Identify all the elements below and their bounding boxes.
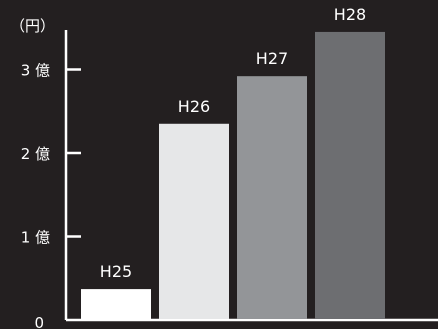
bar-h26	[159, 123, 229, 320]
bar-h28	[315, 31, 385, 320]
bar-label-h28: H28	[334, 5, 366, 24]
bar-label-h25: H25	[100, 262, 132, 281]
y-axis-unit-label: （円）	[10, 17, 55, 35]
y-tick-label: 0	[34, 314, 44, 329]
y-tick-label: 3 億	[21, 62, 50, 80]
bar-label-h26: H26	[178, 97, 210, 116]
bar-label-h27: H27	[256, 49, 288, 68]
y-axis-ticks: 0 1 億 2 億 3 億	[21, 62, 81, 329]
y-tick-label: 1 億	[21, 229, 50, 247]
bar-h27	[237, 76, 307, 320]
bar-h25	[81, 289, 151, 319]
bars-group: H25 H26 H27 H28	[81, 5, 385, 320]
y-tick-label: 2 億	[21, 145, 50, 163]
